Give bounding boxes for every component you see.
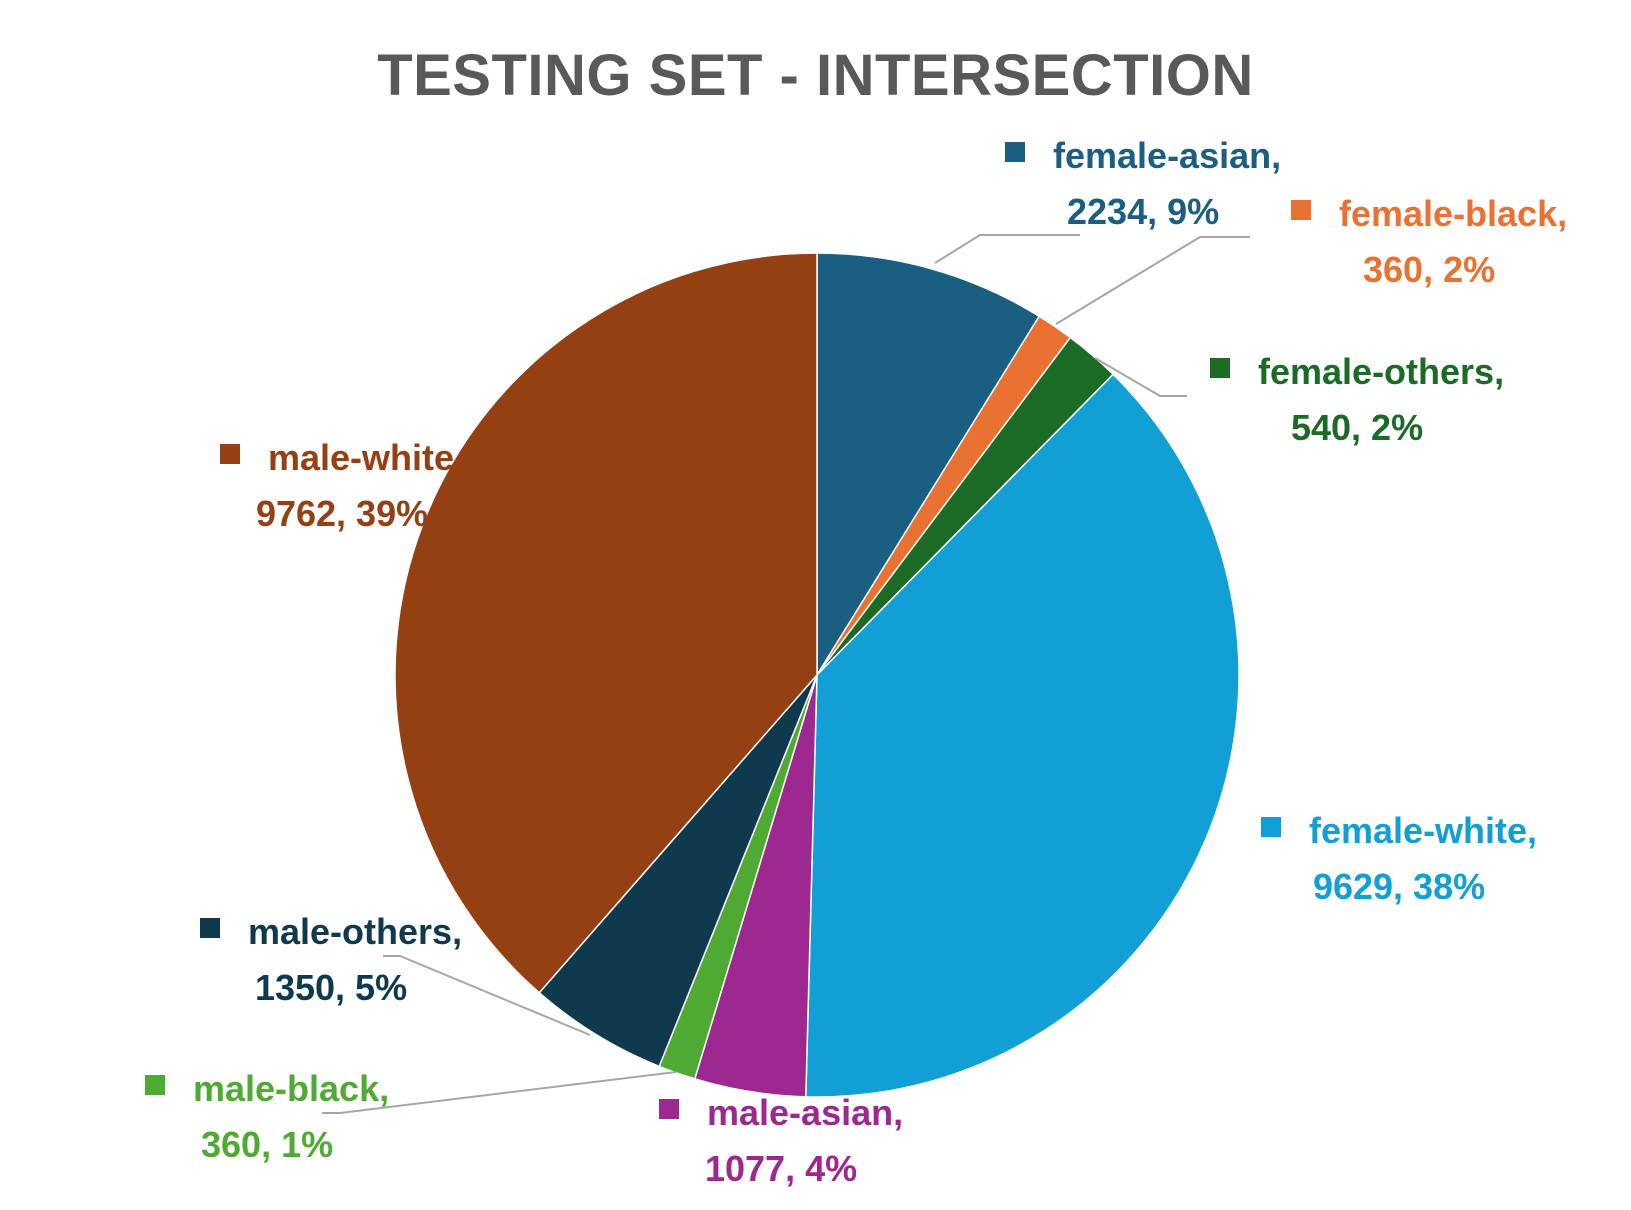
leader-line-female-asian bbox=[934, 234, 1080, 264]
pie-slice-female-white bbox=[805, 373, 1240, 1098]
legend-key-square bbox=[200, 918, 220, 938]
data-label-name: female-black, bbox=[1339, 193, 1567, 234]
data-label-value: 1077, 4% bbox=[705, 1148, 857, 1189]
data-label-male-black: male-black, 360, 1% bbox=[145, 1068, 389, 1165]
data-label-female-others: female-others, 540, 2% bbox=[1210, 351, 1504, 448]
data-label-value: 1350, 5% bbox=[255, 967, 407, 1008]
data-label-value: 2234, 9% bbox=[1067, 191, 1219, 232]
data-label-male-asian: male-asian, 1077, 4% bbox=[659, 1092, 903, 1189]
pie-slice-male-others bbox=[538, 674, 818, 1068]
data-label-name: male-asian, bbox=[707, 1092, 903, 1133]
data-label-value: 360, 1% bbox=[201, 1124, 333, 1165]
legend-key-square bbox=[145, 1075, 165, 1095]
data-labels: female-asian, 2234, 9% female-black, 360, 2… bbox=[145, 135, 1567, 1189]
data-label-name: male-black, bbox=[193, 1068, 389, 1109]
legend-key-square bbox=[1005, 142, 1025, 162]
data-label-name: male-others, bbox=[248, 911, 462, 952]
data-label-male-white: male-white, 9762, 39% bbox=[220, 437, 464, 534]
data-label-name: male-white, bbox=[268, 437, 464, 478]
data-label-name: female-asian, bbox=[1053, 135, 1281, 176]
data-label-name: female-white, bbox=[1309, 810, 1537, 851]
data-label-female-white: female-white, 9629, 38% bbox=[1261, 810, 1537, 907]
leader-line-male-black bbox=[322, 1071, 677, 1114]
pie-slices bbox=[394, 252, 1240, 1098]
legend-key-square bbox=[1210, 358, 1230, 378]
data-label-male-others: male-others, 1350, 5% bbox=[200, 911, 462, 1008]
data-label-value: 9629, 38% bbox=[1313, 866, 1485, 907]
data-label-value: 360, 2% bbox=[1363, 249, 1495, 290]
pie-slice-male-white bbox=[394, 252, 818, 994]
chart-title: TESTING SET - INTERSECTION bbox=[377, 43, 1254, 108]
legend-key-square bbox=[1261, 817, 1281, 837]
leader-line-female-black bbox=[1055, 236, 1250, 325]
legend-key-square bbox=[1291, 200, 1311, 220]
data-label-female-black: female-black, 360, 2% bbox=[1291, 193, 1567, 290]
leader-line-male-others bbox=[383, 955, 591, 1036]
leader-lines bbox=[322, 234, 1250, 1114]
pie-slice-female-asian bbox=[816, 252, 1041, 678]
data-label-female-asian: female-asian, 2234, 9% bbox=[1005, 135, 1281, 232]
data-label-value: 540, 2% bbox=[1291, 407, 1423, 448]
data-label-name: female-others, bbox=[1258, 351, 1504, 392]
legend-key-square bbox=[659, 1099, 679, 1119]
leader-line-female-others bbox=[1094, 357, 1187, 397]
legend-key-square bbox=[220, 444, 240, 464]
data-label-value: 9762, 39% bbox=[256, 493, 428, 534]
